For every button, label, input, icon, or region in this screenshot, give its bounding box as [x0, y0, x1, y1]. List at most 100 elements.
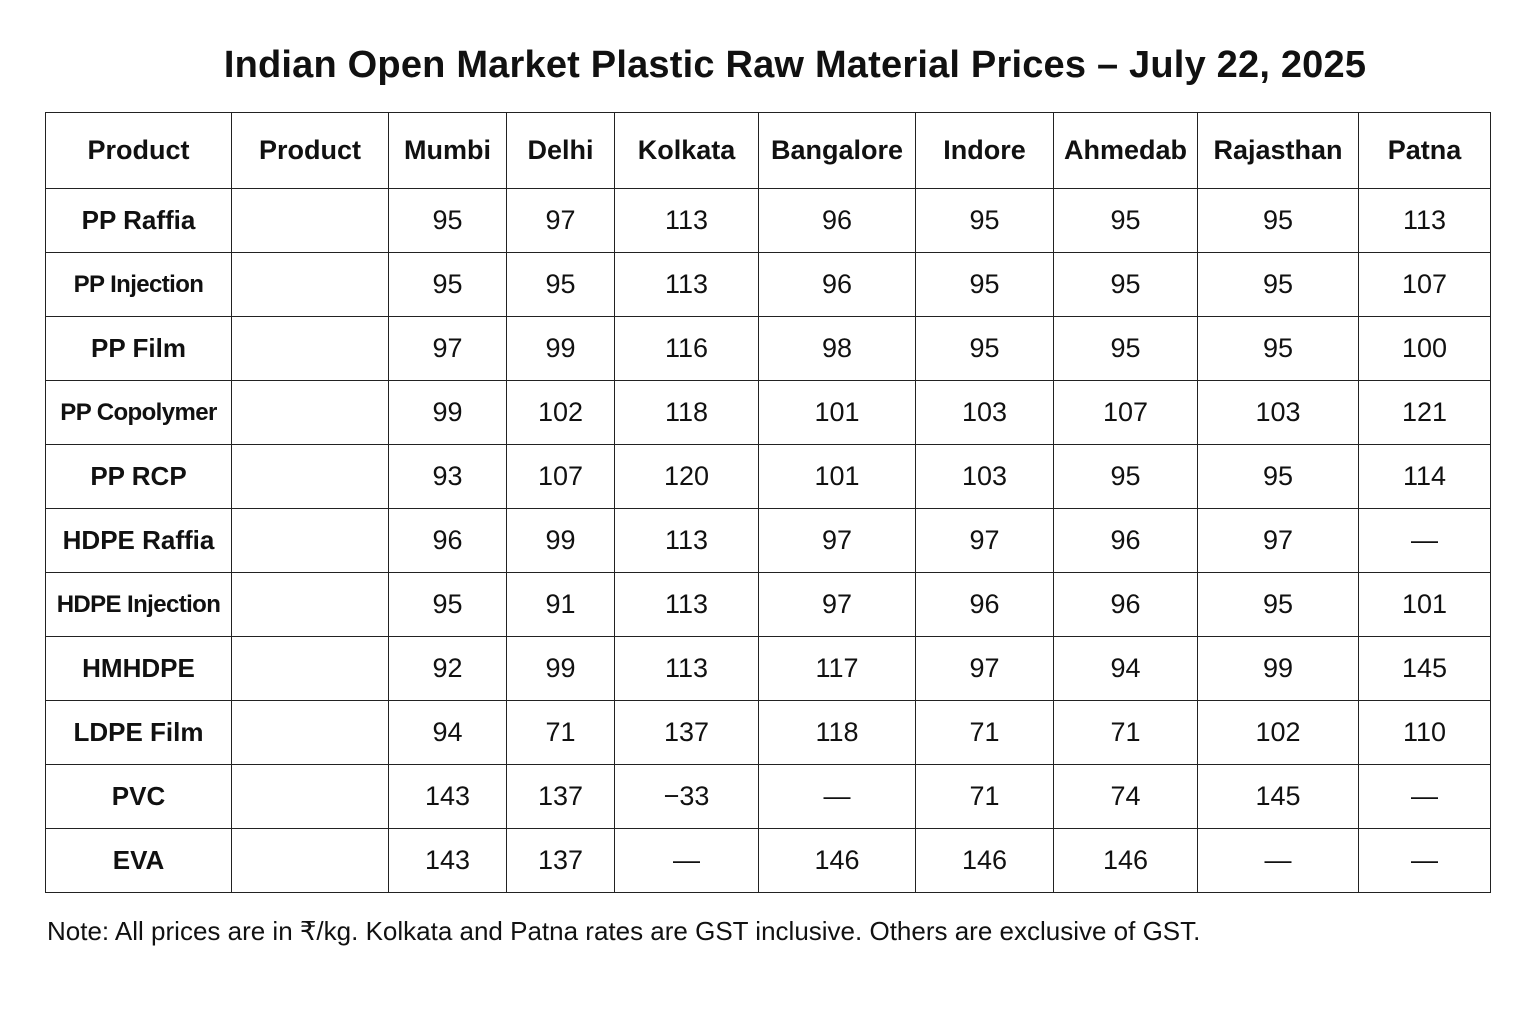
price-cell: 95 — [388, 252, 507, 317]
row-grade-cell — [231, 828, 389, 893]
price-cell: 146 — [915, 828, 1054, 893]
price-cell: 96 — [758, 252, 916, 317]
table-body: PP Raffia 95 97 113 96 95 95 95 113 PP Injection 9… — [45, 188, 1491, 893]
column-header-indore: Indore — [915, 112, 1054, 189]
row-grade-cell — [231, 380, 389, 445]
column-header-product: Product — [231, 112, 389, 189]
price-cell: 97 — [758, 572, 916, 637]
footnote: Note: All prices are in ₹/kg. Kolkata an… — [47, 916, 1201, 946]
column-header-ahmedab: Ahmedab — [1053, 112, 1198, 189]
row-grade-cell — [231, 252, 389, 317]
row-product-name: PP RCP — [45, 444, 232, 509]
table-row: HMHDPE 92 99 113 117 97 94 99 145 — [45, 636, 1491, 701]
price-cell: — — [614, 828, 759, 893]
row-grade-cell — [231, 764, 389, 829]
price-cell: 113 — [614, 636, 759, 701]
price-cell: 117 — [758, 636, 916, 701]
price-cell: 143 — [388, 828, 507, 893]
row-grade-cell — [231, 572, 389, 637]
price-cell: 99 — [506, 508, 615, 573]
price-cell: 103 — [915, 444, 1054, 509]
price-cell: 97 — [915, 508, 1054, 573]
price-cell: 114 — [1358, 444, 1491, 509]
row-product-name: PP Injection — [45, 252, 232, 317]
price-cell: 137 — [506, 764, 615, 829]
price-cell: 121 — [1358, 380, 1491, 445]
table-row: PP Copolymer 99 102 118 101 103 107 103 121 — [45, 380, 1491, 445]
row-grade-cell — [231, 188, 389, 253]
row-product-name: PVC — [45, 764, 232, 829]
price-cell: 95 — [915, 252, 1054, 317]
price-cell: — — [1197, 828, 1359, 893]
row-grade-cell — [231, 444, 389, 509]
price-cell: 95 — [1053, 188, 1198, 253]
price-cell: 143 — [388, 764, 507, 829]
price-cell: 96 — [758, 188, 916, 253]
table-row: PP Injection 95 95 113 96 95 95 95 107 — [45, 252, 1491, 317]
column-header-bangalore: Bangalore — [758, 112, 916, 189]
price-cell: 95 — [506, 252, 615, 317]
price-cell: 95 — [1197, 572, 1359, 637]
row-grade-cell — [231, 636, 389, 701]
price-cell: 103 — [1197, 380, 1359, 445]
table-row: HDPE Injection 95 91 113 97 96 96 95 101 — [45, 572, 1491, 637]
price-cell: 97 — [506, 188, 615, 253]
price-cell: 95 — [1053, 252, 1198, 317]
price-cell: 97 — [388, 316, 507, 381]
price-cell: 146 — [758, 828, 916, 893]
price-table: Product Product Mumbi Delhi Kolkata Bangalore… — [45, 112, 1491, 893]
row-product-name: PP Copolymer — [45, 380, 232, 445]
price-cell: 96 — [1053, 572, 1198, 637]
price-cell: 97 — [758, 508, 916, 573]
price-cell: 95 — [1197, 188, 1359, 253]
row-product-name: HDPE Injection — [45, 572, 232, 637]
price-cell: 99 — [506, 316, 615, 381]
column-header-kolkata: Kolkata — [614, 112, 759, 189]
price-cell: — — [1358, 508, 1491, 573]
column-header-product: Product — [45, 112, 232, 189]
price-cell: 113 — [1358, 188, 1491, 253]
price-cell: 107 — [1358, 252, 1491, 317]
price-cell: — — [1358, 764, 1491, 829]
table-row: PP RCP 93 107 120 101 103 95 95 114 — [45, 444, 1491, 509]
price-cell: 146 — [1053, 828, 1198, 893]
column-header-patna: Patna — [1358, 112, 1491, 189]
price-cell: — — [1358, 828, 1491, 893]
price-cell: 94 — [1053, 636, 1198, 701]
price-cell: 102 — [506, 380, 615, 445]
price-cell: 91 — [506, 572, 615, 637]
price-cell: −33 — [614, 764, 759, 829]
row-product-name: LDPE Film — [45, 700, 232, 765]
table-row: PP Film 97 99 116 98 95 95 95 100 — [45, 316, 1491, 381]
price-cell: 74 — [1053, 764, 1198, 829]
price-cell: 71 — [506, 700, 615, 765]
price-cell: 98 — [758, 316, 916, 381]
row-product-name: EVA — [45, 828, 232, 893]
price-cell: 145 — [1358, 636, 1491, 701]
table-row: PP Raffia 95 97 113 96 95 95 95 113 — [45, 188, 1491, 253]
price-cell: 107 — [1053, 380, 1198, 445]
row-product-name: HMHDPE — [45, 636, 232, 701]
price-cell: 101 — [758, 444, 916, 509]
row-product-name: PP Film — [45, 316, 232, 381]
price-cell: 92 — [388, 636, 507, 701]
price-cell: 100 — [1358, 316, 1491, 381]
row-product-name: HDPE Raffia — [45, 508, 232, 573]
price-cell: 71 — [915, 764, 1054, 829]
price-cell: 97 — [1197, 508, 1359, 573]
price-cell: 71 — [1053, 700, 1198, 765]
price-cell: 97 — [915, 636, 1054, 701]
header-row: Product Product Mumbi Delhi Kolkata Bangalore… — [45, 112, 1491, 189]
price-cell: 101 — [1358, 572, 1491, 637]
price-cell: 137 — [506, 828, 615, 893]
price-cell: 137 — [614, 700, 759, 765]
price-cell: 99 — [1197, 636, 1359, 701]
price-cell: 95 — [1197, 252, 1359, 317]
price-cell: 110 — [1358, 700, 1491, 765]
price-cell: 118 — [758, 700, 916, 765]
price-cell: 95 — [1197, 316, 1359, 381]
table-title: Indian Open Market Plastic Raw Material … — [223, 44, 1367, 86]
price-cell: 116 — [614, 316, 759, 381]
table-row: LDPE Film 94 71 137 118 71 71 102 110 — [45, 700, 1491, 765]
table-row: PVC 143 137 −33—71 74 145— — [45, 764, 1491, 829]
